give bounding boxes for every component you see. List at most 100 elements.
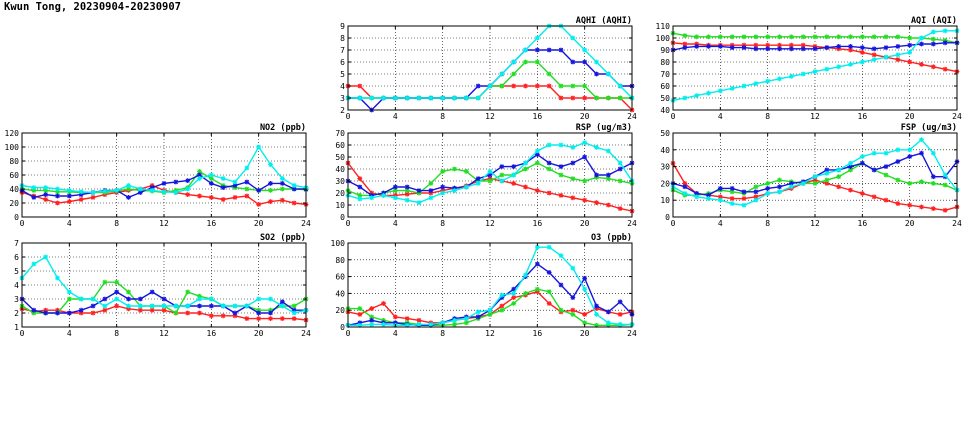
data-point — [753, 46, 759, 52]
data-point — [256, 307, 262, 313]
data-point — [594, 306, 599, 311]
data-point — [617, 178, 623, 184]
data-point — [428, 181, 434, 186]
data-point — [534, 83, 540, 89]
x-tick-label: 0 — [20, 219, 25, 228]
data-point — [570, 312, 576, 317]
data-point — [268, 307, 273, 313]
data-point — [717, 34, 723, 40]
data-point — [369, 322, 375, 327]
data-point — [511, 286, 517, 292]
data-point — [919, 62, 924, 67]
data-point — [244, 186, 250, 192]
x-tick-label: 12 — [485, 112, 495, 121]
data-point — [452, 95, 457, 101]
y-tick-label: 100 — [656, 34, 671, 43]
data-point — [475, 95, 481, 101]
y-tick-label: 1 — [14, 323, 19, 332]
data-point — [208, 176, 214, 181]
data-point — [232, 313, 238, 319]
data-point — [558, 193, 564, 198]
data-point — [523, 166, 528, 172]
data-point — [197, 169, 202, 174]
data-point — [369, 95, 375, 101]
data-point — [582, 197, 588, 203]
series-blue — [19, 172, 309, 200]
data-point — [244, 316, 250, 321]
data-point — [78, 192, 84, 197]
y-tick-label: 100 — [5, 143, 20, 152]
data-point — [741, 189, 747, 195]
data-point — [43, 197, 49, 202]
data-point — [55, 310, 60, 316]
y-tick-label: 70 — [335, 129, 345, 138]
data-point — [883, 54, 889, 60]
x-tick-label: 8 — [114, 329, 119, 338]
data-point — [706, 44, 711, 49]
x-tick-label: 0 — [346, 219, 351, 228]
data-point — [31, 307, 37, 313]
data-point — [919, 204, 924, 210]
y-tick-label: 5 — [14, 267, 19, 276]
data-point — [800, 71, 806, 77]
data-point — [534, 160, 540, 166]
data-point — [694, 93, 700, 98]
data-point — [291, 316, 297, 321]
data-point — [907, 154, 913, 159]
data-point — [78, 307, 84, 313]
data-point — [594, 303, 599, 309]
y-tick-label: 30 — [660, 163, 670, 172]
data-point — [31, 261, 37, 267]
x-tick-label: 4 — [393, 329, 398, 338]
data-point — [605, 172, 611, 178]
data-point — [812, 174, 818, 180]
data-point — [279, 186, 285, 192]
y-tick-label: 2 — [340, 106, 345, 115]
data-point — [208, 172, 214, 178]
y-tick-label: 6 — [14, 253, 19, 262]
data-point — [149, 188, 155, 193]
data-point — [895, 44, 901, 49]
chart-no2: 0 4 8 12 16 20 24 0 20 40 60 80 100 120 NO2 (ppb) — [5, 123, 311, 228]
data-point — [765, 186, 771, 191]
data-point — [836, 174, 842, 180]
data-point — [185, 310, 191, 316]
x-tick-label: 12 — [159, 329, 169, 338]
data-point — [777, 46, 782, 52]
data-point — [570, 295, 576, 300]
data-point — [392, 320, 398, 326]
x-tick-label: 12 — [810, 219, 820, 228]
data-point — [102, 188, 108, 194]
data-point — [463, 169, 469, 174]
data-point — [428, 95, 434, 101]
data-point — [836, 64, 842, 70]
x-tick-label: 24 — [301, 219, 311, 228]
data-point — [381, 193, 386, 198]
y-tick-label: 4 — [340, 82, 345, 91]
y-tick-label: 10 — [335, 201, 345, 210]
data-point — [43, 254, 49, 260]
chart-o3: 0 4 8 12 16 20 24 0 20 40 60 80 100 O3 (ppb) — [331, 233, 637, 338]
data-point — [848, 164, 853, 169]
data-point — [220, 313, 226, 319]
data-point — [930, 41, 936, 47]
x-tick-label: 24 — [952, 219, 962, 228]
x-tick-label: 16 — [207, 329, 217, 338]
data-point — [78, 310, 84, 316]
data-point — [499, 83, 505, 89]
data-point — [268, 316, 273, 321]
data-point — [871, 167, 877, 173]
x-tick-label: 0 — [671, 219, 676, 228]
data-point — [942, 182, 948, 188]
data-point — [392, 188, 398, 193]
x-tick-label: 16 — [207, 219, 217, 228]
data-point — [546, 166, 552, 172]
data-point — [836, 34, 842, 40]
data-point — [232, 303, 238, 309]
data-point — [523, 291, 528, 296]
data-point — [440, 95, 446, 101]
data-point — [765, 46, 771, 52]
